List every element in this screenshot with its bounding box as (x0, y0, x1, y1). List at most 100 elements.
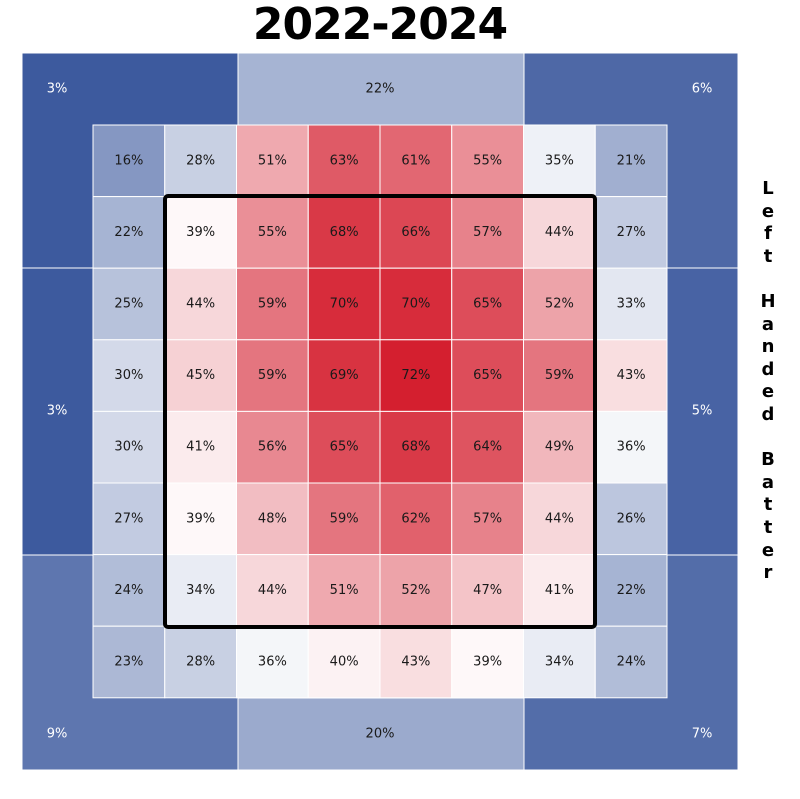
chart-title: 2022-2024 (252, 0, 508, 50)
zone-cell (451, 196, 524, 269)
side-label-gap (752, 427, 784, 450)
zone-cell (164, 339, 237, 412)
outer-zone-bottom (237, 697, 525, 771)
zone-cell (523, 124, 596, 198)
zone-cell-label: 35% (545, 153, 574, 168)
zone-cell-label: 65% (473, 297, 502, 312)
zone-cell-label: 45% (186, 368, 215, 383)
zone-cell-label: 33% (617, 297, 646, 312)
zone-cell-label: 39% (186, 225, 215, 240)
zone-cell (379, 625, 453, 699)
zone-cell-label: 34% (545, 655, 574, 670)
outer-zone-left (21, 267, 94, 556)
zone-cell-label: 47% (473, 583, 502, 598)
zone-cell (236, 482, 309, 556)
zone-cell (594, 554, 668, 627)
outer-zone-label-bottom: 20% (366, 727, 395, 742)
side-label-letter: L (762, 178, 774, 199)
zone-cell-label: 56% (258, 440, 287, 455)
zone-cell-label: 44% (186, 297, 215, 312)
zone-cell-label: 64% (473, 440, 502, 455)
zone-cell (92, 124, 166, 198)
zone-cell-label: 28% (186, 153, 215, 168)
zone-cell-label: 28% (186, 655, 215, 670)
side-label-letter: B (761, 449, 775, 471)
outer-zone-label-left: 3% (47, 404, 68, 419)
zone-cell-label: 63% (330, 153, 359, 168)
zone-cell (379, 339, 453, 412)
zone-cell (523, 554, 596, 627)
zone-cell-label: 48% (258, 511, 287, 526)
side-label-letter: d (761, 358, 775, 380)
zone-cell-label: 51% (330, 583, 359, 598)
zone-cell-label: 72% (401, 368, 430, 383)
zone-cell-label: 68% (330, 225, 359, 240)
zone-cell (594, 339, 668, 412)
outer-zone-label-top: 22% (366, 82, 395, 97)
side-label-letter: a (761, 471, 775, 493)
zone-cell-label: 59% (258, 297, 287, 312)
zone-cell (307, 339, 381, 412)
zone-cell-label: 43% (617, 368, 646, 383)
outer-zone-label-top-right: 6% (692, 82, 713, 97)
zone-cell-label: 25% (114, 297, 143, 312)
side-label-letter: d (761, 403, 775, 425)
zone-cell-label: 34% (186, 583, 215, 598)
zone-cell (236, 196, 309, 269)
zone-cell (92, 625, 166, 699)
zone-cell-label: 26% (617, 511, 646, 526)
zone-cell-label: 36% (617, 440, 646, 455)
side-label-letter: e (761, 381, 775, 403)
zone-cell-label: 22% (617, 583, 646, 598)
zone-cell-label: 55% (258, 225, 287, 240)
zone-cell-label: 36% (258, 655, 287, 670)
zone-cell-label: 39% (473, 655, 502, 670)
outer-zone-top (237, 52, 525, 126)
zone-cell (594, 124, 668, 198)
zone-cell-label: 61% (401, 153, 430, 168)
zone-cell (523, 267, 596, 341)
zone-cell (594, 410, 668, 484)
zone-cell-label: 24% (114, 583, 143, 598)
zone-cell-label: 43% (401, 655, 430, 670)
zone-cell-label: 44% (545, 225, 574, 240)
side-label-letter: t (763, 516, 773, 538)
side-label-letter: H (760, 290, 776, 312)
zone-cell-label: 41% (545, 583, 574, 598)
zone-cell (451, 482, 524, 556)
zone-cell (307, 482, 381, 556)
zone-cell (594, 482, 668, 556)
zone-cells: 16% 28% 51% 63% 61% 55% 35% 21% 22% 39% 55% 68% 66% 5… (92, 124, 668, 699)
zone-cell-label: 49% (545, 440, 574, 455)
zone-cell (379, 196, 453, 269)
zone-cell (594, 625, 668, 699)
zone-cell-label: 40% (330, 655, 359, 670)
zone-cell-label: 51% (258, 153, 287, 168)
zone-cell-label: 44% (258, 583, 287, 598)
side-label-letter: t (763, 494, 773, 516)
zone-cell (523, 410, 596, 484)
zone-cell-label: 65% (473, 368, 502, 383)
zone-cell-label: 52% (545, 297, 574, 312)
zone-cell (92, 196, 166, 269)
zone-cell (523, 625, 596, 699)
zone-cell (164, 482, 237, 556)
side-label-letter: t (763, 245, 773, 267)
zone-cell-label: 65% (330, 440, 359, 455)
zone-cell-label: 44% (545, 511, 574, 526)
zone-cell-label: 30% (114, 440, 143, 455)
zone-cell-label: 30% (114, 368, 143, 383)
side-label-letter: n (761, 336, 775, 358)
zone-cell-label: 22% (114, 225, 143, 240)
zone-cell (236, 625, 309, 699)
zone-cell-label: 66% (401, 225, 430, 240)
zone-cell (92, 267, 166, 341)
zone-cell-label: 59% (545, 368, 574, 383)
side-label-letter: f (764, 223, 772, 245)
zone-cell-label: 70% (330, 297, 359, 312)
zone-cell (451, 554, 524, 627)
zone-cell-label: 57% (473, 225, 502, 240)
zone-cell-label: 59% (258, 368, 287, 383)
